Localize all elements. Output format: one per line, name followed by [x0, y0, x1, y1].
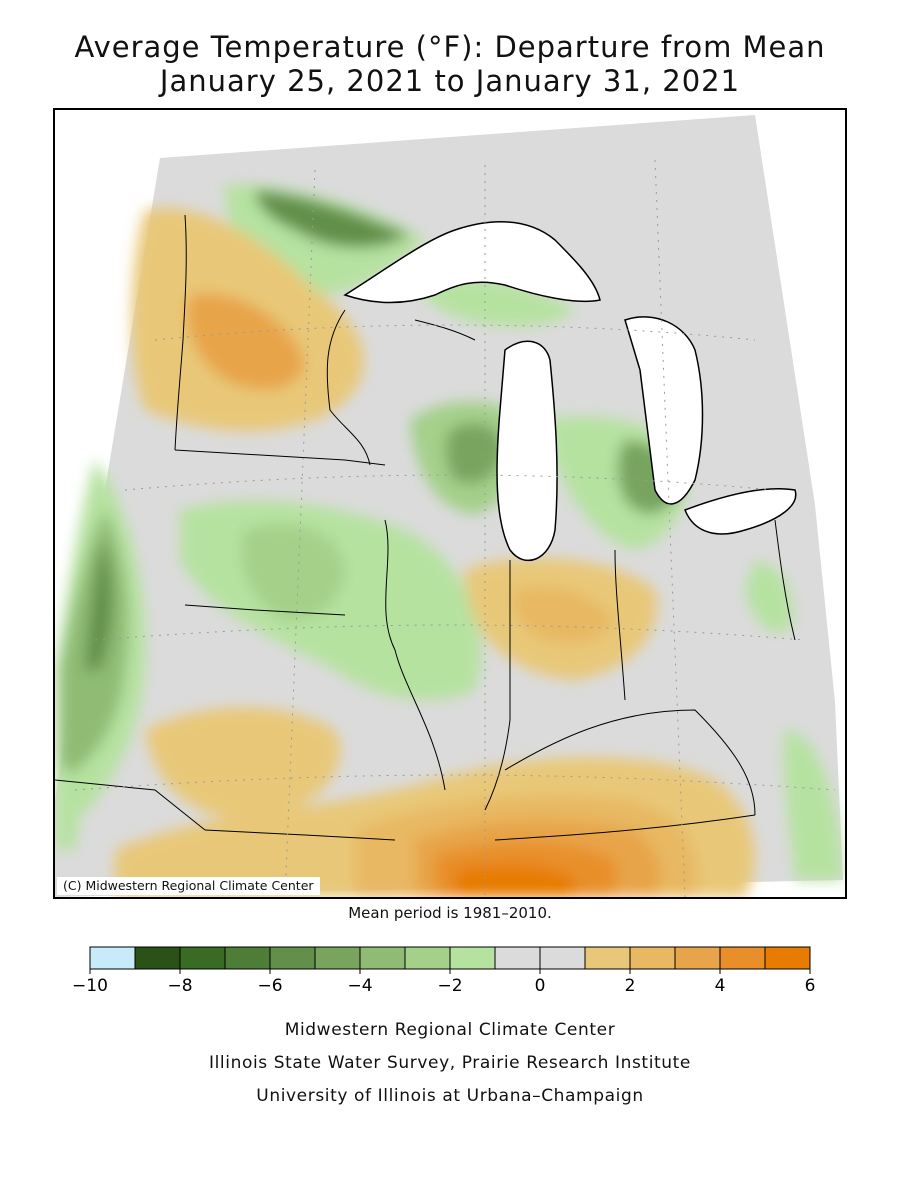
great-lakes: [343, 221, 797, 561]
legend-bin: [89, 946, 136, 970]
contour-orange-south-peak: [455, 864, 575, 897]
contour-orange-central-mid: [513, 586, 615, 644]
contour-green-north-dark: [255, 190, 410, 248]
contour-green-upper-peninsula: [415, 276, 575, 327]
boundary-il-in: [484, 559, 511, 811]
lake-michigan: [496, 340, 558, 561]
boundary-nd-mn: [174, 214, 187, 451]
map-panel: (C) Midwestern Regional Climate Center: [53, 108, 847, 899]
boundary-il: [384, 519, 446, 791]
state-boundaries: [55, 214, 796, 841]
boundary-mn-ia: [174, 449, 386, 466]
legend-bin: [134, 946, 181, 970]
map-title-line-1: Average Temperature (°F): Departure from…: [74, 30, 826, 64]
contour-orange-missouri: [145, 707, 341, 820]
boundary-wi-mi: [414, 319, 476, 341]
graticule-lat-2: [124, 474, 776, 491]
legend-bin: [449, 946, 496, 970]
contour-orange-northwest-mid: [186, 293, 305, 390]
departure-contours: [55, 184, 843, 897]
boundary-ky-tn: [494, 814, 756, 841]
legend-tick-labels: −10 −8 −6 −4 −2 0 2 4 6: [72, 969, 815, 996]
contour-green-west-dark: [85, 540, 113, 670]
legend-bin: [314, 946, 361, 970]
color-legend: −10 −8 −6 −4 −2 0 2 4 6: [72, 946, 815, 996]
map-credit: (C) Midwestern Regional Climate Center: [57, 877, 320, 895]
legend-tick-label: 4: [715, 976, 726, 996]
legend-bin: [674, 946, 721, 970]
legend-bin: [359, 946, 406, 970]
graticule-lon-1: [284, 169, 316, 897]
footer-line-1: Midwestern Regional Climate Center: [284, 1020, 616, 1040]
graticule-lon-3: [654, 159, 686, 897]
contour-green-east: [745, 560, 794, 633]
legend-tick-label: −2: [437, 976, 462, 996]
boundary-south-west: [55, 779, 206, 831]
legend-tick-label: −6: [257, 976, 282, 996]
legend-tick-label: −8: [167, 976, 192, 996]
contour-green-southwest: [55, 760, 79, 850]
footer-line-3: University of Illinois at Urbana–Champai…: [256, 1086, 644, 1106]
legend-tick-label: −4: [347, 976, 372, 996]
boundary-oh-ky: [504, 709, 756, 816]
contour-green-wisconsin-dark: [445, 422, 505, 484]
boundary-ia-mo: [184, 604, 346, 616]
lake-superior: [343, 221, 601, 304]
boundary-in-oh: [614, 549, 626, 701]
legend-bin: [584, 946, 631, 970]
boundary-mn-wi: [326, 309, 371, 466]
mean-period-note: Mean period is 1981–2010.: [348, 904, 552, 922]
contour-green-southeast: [783, 730, 843, 880]
legend-bin: [764, 946, 811, 970]
legend-bin: [224, 946, 271, 970]
legend-bin: [404, 946, 451, 970]
legend-bin: [539, 946, 586, 970]
legend-bin: [629, 946, 676, 970]
graticule: [74, 159, 836, 897]
legend-bin: [179, 946, 226, 970]
lake-erie: [684, 487, 797, 535]
boundary-mo-ar: [204, 829, 396, 841]
contour-green-iowa-dark: [241, 524, 345, 620]
legend-bin: [719, 946, 766, 970]
footer-line-2: Illinois State Water Survey, Prairie Res…: [209, 1053, 691, 1073]
legend-tick-label: 0: [535, 976, 546, 996]
legend-tick-label: 6: [805, 976, 816, 996]
map-title-line-2: January 25, 2021 to January 31, 2021: [159, 64, 741, 98]
legend-tick-label: 2: [625, 976, 636, 996]
legend-bin: [494, 946, 541, 970]
legend-color-bins: [89, 946, 811, 970]
legend-tick-label: −10: [72, 976, 108, 996]
boundary-oh-pa: [774, 519, 796, 641]
legend-bin: [269, 946, 316, 970]
temperature-departure-map: [55, 115, 843, 897]
